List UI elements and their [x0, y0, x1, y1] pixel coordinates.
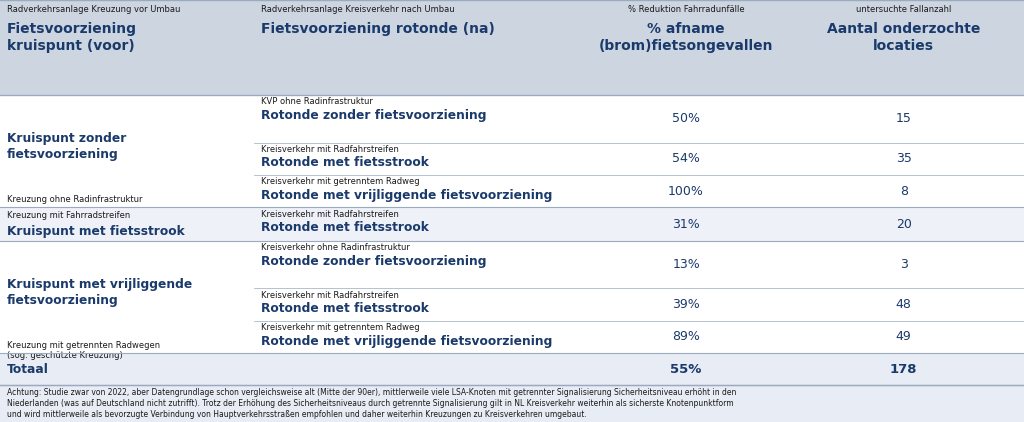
Text: 55%: 55%: [671, 362, 701, 376]
Text: 15: 15: [896, 112, 911, 125]
Text: Kreisverkehr ohne Radinfrastruktur: Kreisverkehr ohne Radinfrastruktur: [261, 243, 410, 252]
Text: 100%: 100%: [668, 184, 705, 197]
Text: Niederlanden (was auf Deutschland nicht zutrifft). Trotz der Erhöhung des Sicher: Niederlanden (was auf Deutschland nicht …: [7, 399, 734, 408]
Text: und wird mittlerweile als bevorzugte Verbindung von Hauptverkehrsstraßen empfohl: und wird mittlerweile als bevorzugte Ver…: [7, 410, 587, 419]
Text: 3: 3: [900, 258, 907, 271]
Text: % afname
(brom)fietsongevallen: % afname (brom)fietsongevallen: [599, 22, 773, 53]
Bar: [0, 241, 1024, 288]
Text: Kreuzung mit getrennten Radwegen
(sog. geschützte Kreuzung): Kreuzung mit getrennten Radwegen (sog. g…: [7, 341, 161, 360]
Text: Rotonde met fietsstrook: Rotonde met fietsstrook: [261, 157, 429, 169]
Text: Totaal: Totaal: [7, 362, 49, 376]
Text: Kruispunt met vrijliggende
fietsvoorziening: Kruispunt met vrijliggende fietsvoorzien…: [7, 278, 193, 307]
Text: Rotonde zonder fietsvoorziening: Rotonde zonder fietsvoorziening: [261, 109, 486, 122]
Bar: [0, 288, 1024, 321]
Text: Rotonde met vrijliggende fietsvoorziening: Rotonde met vrijliggende fietsvoorzienin…: [261, 189, 553, 202]
Text: Kreuzung mit Fahrradstreifen: Kreuzung mit Fahrradstreifen: [7, 211, 130, 220]
Text: 8: 8: [900, 184, 907, 197]
Text: Kreisverkehr mit Radfahrstreifen: Kreisverkehr mit Radfahrstreifen: [261, 291, 399, 300]
Text: Kreuzung ohne Radinfrastruktur: Kreuzung ohne Radinfrastruktur: [7, 195, 142, 204]
Text: 54%: 54%: [672, 152, 700, 165]
Text: Kreisverkehr mit getrenntem Radweg: Kreisverkehr mit getrenntem Radweg: [261, 177, 420, 187]
Text: Radverkehrsanlage Kreisverkehr nach Umbau: Radverkehrsanlage Kreisverkehr nach Umba…: [261, 5, 455, 14]
Text: KVP ohne Radinfrastruktur: KVP ohne Radinfrastruktur: [261, 97, 373, 106]
Text: 89%: 89%: [672, 330, 700, 344]
Text: Kreisverkehr mit Radfahrstreifen: Kreisverkehr mit Radfahrstreifen: [261, 145, 399, 154]
Text: Rotonde met fietsstrook: Rotonde met fietsstrook: [261, 302, 429, 315]
Bar: [0, 207, 1024, 241]
Bar: [0, 321, 1024, 353]
Text: 178: 178: [890, 362, 918, 376]
Text: 13%: 13%: [672, 258, 700, 271]
Text: 49: 49: [896, 330, 911, 344]
Text: 39%: 39%: [672, 298, 700, 311]
Bar: [0, 353, 1024, 385]
Bar: [0, 95, 1024, 143]
Text: Rotonde zonder fietsvoorziening: Rotonde zonder fietsvoorziening: [261, 255, 486, 268]
Text: Fietsvoorziening rotonde (na): Fietsvoorziening rotonde (na): [261, 22, 495, 36]
Bar: [0, 175, 1024, 207]
Text: untersuchte Fallanzahl: untersuchte Fallanzahl: [856, 5, 951, 14]
Bar: [0, 0, 1024, 95]
Bar: [0, 385, 1024, 422]
Text: % Reduktion Fahrradunfälle: % Reduktion Fahrradunfälle: [628, 5, 744, 14]
Text: Aantal onderzochte
locaties: Aantal onderzochte locaties: [827, 22, 980, 53]
Text: Kreisverkehr mit getrenntem Radweg: Kreisverkehr mit getrenntem Radweg: [261, 323, 420, 332]
Text: 31%: 31%: [672, 218, 700, 230]
Text: 48: 48: [896, 298, 911, 311]
Text: Rotonde met vrijliggende fietsvoorziening: Rotonde met vrijliggende fietsvoorzienin…: [261, 335, 553, 348]
Text: Rotonde met fietsstrook: Rotonde met fietsstrook: [261, 221, 429, 234]
Text: 20: 20: [896, 218, 911, 230]
Text: Kruispunt zonder
fietsvoorziening: Kruispunt zonder fietsvoorziening: [7, 133, 127, 162]
Text: Fietsvoorziening
kruispunt (voor): Fietsvoorziening kruispunt (voor): [7, 22, 137, 53]
Text: Achtung: Studie zwar von 2022, aber Datengrundlage schon vergleichsweise alt (Mi: Achtung: Studie zwar von 2022, aber Date…: [7, 388, 736, 397]
Text: 50%: 50%: [672, 112, 700, 125]
Text: Kreisverkehr mit Radfahrstreifen: Kreisverkehr mit Radfahrstreifen: [261, 210, 399, 219]
Text: Kruispunt met fietsstrook: Kruispunt met fietsstrook: [7, 225, 185, 238]
Text: 35: 35: [896, 152, 911, 165]
Text: Radverkehrsanlage Kreuzung vor Umbau: Radverkehrsanlage Kreuzung vor Umbau: [7, 5, 180, 14]
Bar: [0, 143, 1024, 175]
